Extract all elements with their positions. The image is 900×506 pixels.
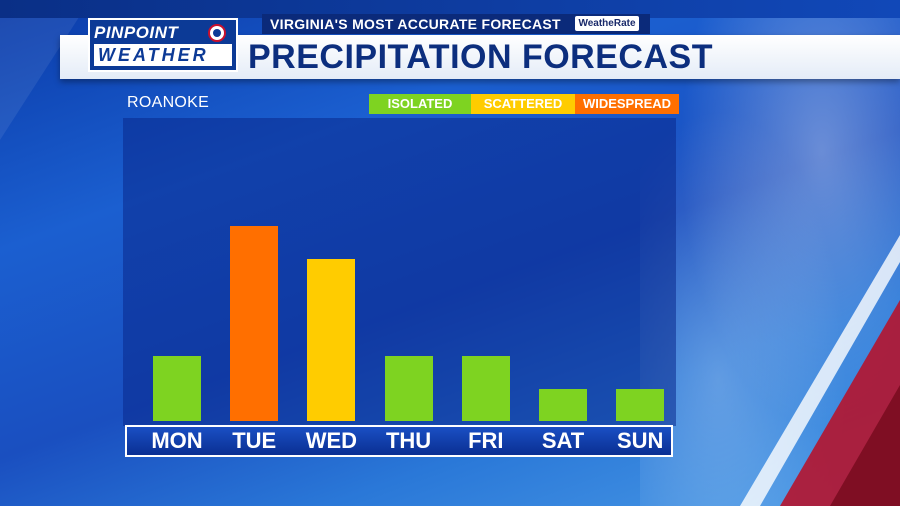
x-axis-bar <box>125 425 673 457</box>
tick-label-wed: WED <box>305 428 358 453</box>
target-icon <box>208 24 226 42</box>
tick-label-tue: TUE <box>232 428 277 453</box>
tagline: VIRGINIA'S MOST ACCURATE FORECAST <box>262 14 650 34</box>
location-label: ROANOKE <box>127 94 210 111</box>
bar-tue <box>230 226 279 421</box>
legend-widespread: WIDESPREAD <box>575 94 679 114</box>
logo-top-text: PINPOINT <box>94 23 179 42</box>
tick-label-sun: SUN <box>616 428 664 453</box>
bar-wed <box>307 258 356 421</box>
tick-label-thu: THU <box>385 428 432 453</box>
legend-isolated: ISOLATED <box>369 94 471 114</box>
pinpoint-weather-logo: PINPOINT WEATHER <box>88 18 238 72</box>
tick-label-sat: SAT <box>541 428 585 453</box>
weatherate-badge: WeatheRate <box>575 16 639 31</box>
tick-label-mon: MON <box>151 428 203 453</box>
tick-label-fri: FRI <box>468 428 504 453</box>
page-title: PRECIPITATION FORECAST <box>248 38 713 76</box>
bar-fri <box>461 356 510 421</box>
bar-thu <box>384 356 433 421</box>
top-bar <box>0 0 900 18</box>
bar-mon <box>153 356 201 421</box>
legend-scattered: SCATTERED <box>471 94 575 114</box>
bar-sat <box>539 388 587 421</box>
bar-sun <box>616 388 665 421</box>
logo-bottom-text: WEATHER <box>94 44 232 66</box>
